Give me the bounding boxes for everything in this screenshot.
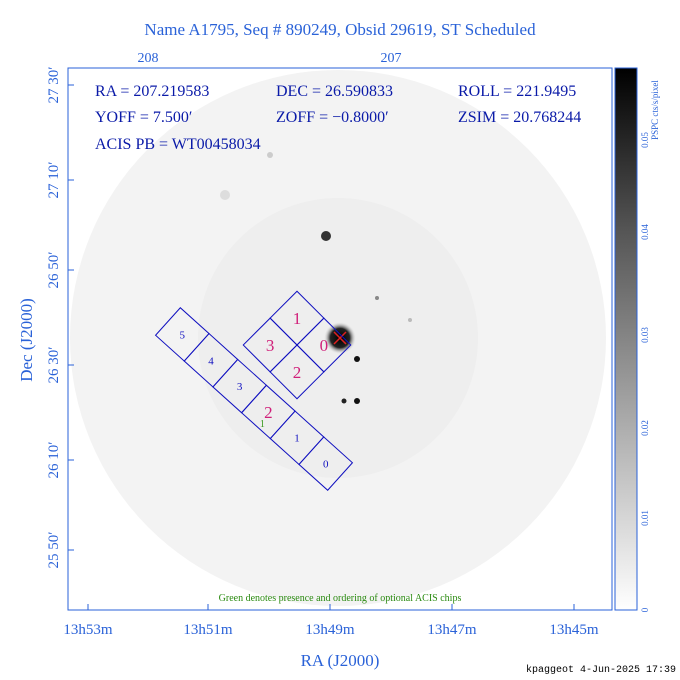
colorbar-tick-label: 0.04: [640, 224, 650, 240]
info-zsim: ZSIM = 20.768244: [458, 109, 581, 126]
sky-image: [68, 68, 612, 610]
acis-s-chip-label: 5: [180, 329, 186, 341]
x-axis-label: RA (J2000): [301, 651, 380, 670]
colorbar-tick-label: 0.01: [640, 510, 650, 526]
chip: [269, 344, 325, 400]
x-tick-label: 13h45m: [549, 622, 599, 638]
acis-i-chip-label: 1: [293, 309, 302, 328]
colorbar: [614, 67, 638, 611]
acis-s: [154, 307, 354, 491]
colorbar-label: PSPC cts/s/pixel: [650, 80, 660, 140]
acis-s-chip-label: 2: [264, 403, 273, 422]
note: Green denotes presence and ordering of o…: [219, 593, 462, 604]
x-tick-label: 13h47m: [427, 622, 477, 638]
acis-s-chip-label: 3: [237, 381, 243, 393]
acis-i-chip-label: 3: [266, 336, 275, 355]
frame: [67, 67, 613, 611]
optional-chip-label: 1: [260, 419, 265, 430]
x-tick-label: 13h49m: [305, 622, 355, 638]
chip-layout: [154, 290, 354, 491]
y-tick-label: 26 50′: [46, 251, 62, 288]
chip: [298, 436, 354, 491]
acis-s-chip-label: 0: [323, 459, 329, 471]
title: Name A1795, Seq # 890249, Obsid 29619, S…: [144, 20, 536, 39]
y-tick-label: 26 10′: [46, 441, 62, 478]
y-tick-label: 27 30′: [46, 66, 62, 103]
x-tick-label: 13h53m: [63, 622, 113, 638]
top-tick-label: 207: [381, 51, 402, 66]
acis-i-chip-label: 2: [293, 363, 302, 382]
colorbar-tick-label: 0.03: [640, 327, 650, 343]
info-zoff: ZOFF = −0.8000′: [276, 109, 389, 126]
y-tick-label: 27 10′: [46, 161, 62, 198]
info-ra: RA = 207.219583: [95, 83, 209, 100]
info-roll: ROLL = 221.9495: [458, 83, 576, 100]
y-tick-label: 25 50′: [46, 531, 62, 568]
acis-i: [242, 290, 352, 400]
info-dec: DEC = 26.590833: [276, 83, 393, 100]
colorbar-tick-label: 0.05: [640, 132, 650, 148]
acis-s-chip-label: 4: [208, 355, 214, 367]
footer: kpaggeot 4-Jun-2025 17:39: [526, 664, 676, 676]
top-tick-label: 208: [138, 51, 159, 66]
colorbar-tick-label: 0.02: [640, 420, 650, 436]
y-axis-label: Dec (J2000): [17, 298, 36, 382]
colorbar-tick-label: 0: [640, 607, 650, 612]
info-yoff: YOFF = 7.500′: [95, 109, 192, 126]
info-acis: ACIS PB = WT00458034: [95, 136, 261, 153]
x-tick-label: 13h51m: [183, 622, 233, 638]
acis-i-chip-label: 0: [320, 336, 329, 355]
acis-s-chip-label: 1: [294, 433, 300, 445]
y-tick-label: 26 30′: [46, 346, 62, 383]
